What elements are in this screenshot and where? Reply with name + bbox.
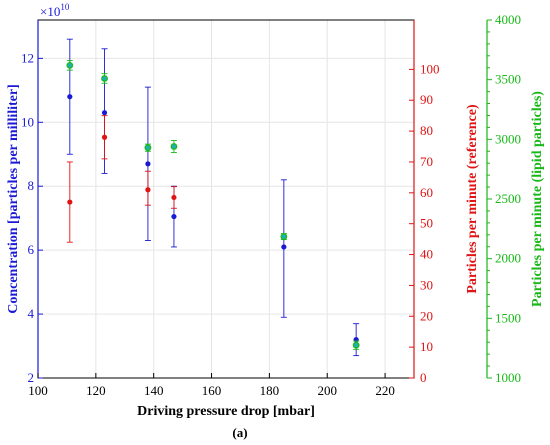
data-point bbox=[66, 61, 74, 69]
y-right1-tick-label: 50 bbox=[420, 216, 433, 231]
right-axis-lipid: 1000 1500 2000 2500 3000 3500 4000 bbox=[486, 12, 521, 385]
data-point bbox=[352, 341, 360, 349]
y-left-tick-label: 12 bbox=[21, 50, 34, 65]
x-tick-label: 220 bbox=[375, 383, 395, 398]
y-left-axis-label: Concentration [particles per milliliter] bbox=[6, 84, 21, 314]
y-right1-tick-label: 100 bbox=[420, 61, 440, 76]
y-left-tick-label: 4 bbox=[28, 306, 35, 321]
x-tick-label: 140 bbox=[144, 383, 164, 398]
y-right2-tick-label: 2000 bbox=[495, 251, 521, 266]
data-point bbox=[145, 187, 151, 193]
y-right2-tick-label: 1500 bbox=[495, 310, 521, 325]
y-right1-tick-label: 10 bbox=[420, 339, 433, 354]
data-point bbox=[101, 75, 108, 82]
x-tick-label: 200 bbox=[317, 383, 337, 398]
data-point bbox=[101, 110, 108, 116]
x-axis-label: Driving pressure drop [mbar] bbox=[137, 404, 315, 419]
x-tick-label: 180 bbox=[260, 383, 280, 398]
y-left-tick-label: 2 bbox=[28, 370, 35, 385]
y-right2-tick-label: 3000 bbox=[495, 131, 521, 146]
data-point bbox=[281, 244, 287, 250]
y-right2-tick-label: 3500 bbox=[495, 72, 521, 87]
y-right2-tick-label: 2500 bbox=[495, 191, 521, 206]
y-right1-tick-label: 30 bbox=[420, 277, 433, 292]
y-left-tick-label: 8 bbox=[28, 178, 35, 193]
data-point bbox=[145, 161, 151, 167]
y-left-tick-label: 6 bbox=[28, 242, 35, 257]
grid bbox=[37, 20, 414, 379]
x-tick-label: 120 bbox=[86, 383, 106, 398]
data-point bbox=[101, 134, 108, 140]
data-point bbox=[280, 233, 288, 240]
right-axis-reference: 0 10 20 30 40 50 60 70 80 90 100 bbox=[409, 20, 440, 385]
y-right2-tick-label: 1000 bbox=[495, 370, 521, 385]
data-marks bbox=[66, 38, 360, 357]
y-right1-tick-label: 20 bbox=[420, 308, 433, 323]
y-right2-tick-label: 4000 bbox=[495, 12, 521, 27]
plot-frame bbox=[37, 19, 415, 379]
series-left bbox=[66, 38, 360, 357]
data-point bbox=[171, 194, 177, 201]
y-right1-tick-label: 80 bbox=[420, 123, 433, 138]
y-right1-tick-label: 40 bbox=[420, 247, 433, 262]
data-point bbox=[67, 199, 73, 205]
x-tick-label: 100 bbox=[28, 383, 48, 398]
data-point bbox=[170, 143, 178, 150]
series-right2 bbox=[66, 60, 360, 350]
y-left-tick-label: 10 bbox=[21, 114, 34, 129]
y-right1-tick-label: 0 bbox=[420, 370, 427, 385]
panel-label: (a) bbox=[232, 425, 247, 440]
data-point bbox=[67, 94, 73, 100]
data-point bbox=[144, 144, 152, 152]
y-right1-tick-label: 60 bbox=[420, 185, 433, 200]
series-right1 bbox=[66, 115, 177, 243]
data-point bbox=[171, 213, 177, 220]
y-right1-tick-label: 90 bbox=[420, 92, 433, 107]
y-right2-axis-label: Particles per minute (lipid particles) bbox=[530, 91, 545, 307]
y-right1-tick-label: 70 bbox=[420, 154, 433, 169]
left-axis: 2 4 6 8 10 12 bbox=[21, 20, 43, 385]
y-right1-axis-label: Particles per minute (reference) bbox=[465, 104, 480, 294]
x-tick-label: 160 bbox=[202, 383, 222, 398]
x-axis: 100 120 140 160 180 200 220 bbox=[28, 373, 395, 398]
y-left-multiplier: ×1010 bbox=[40, 2, 70, 19]
